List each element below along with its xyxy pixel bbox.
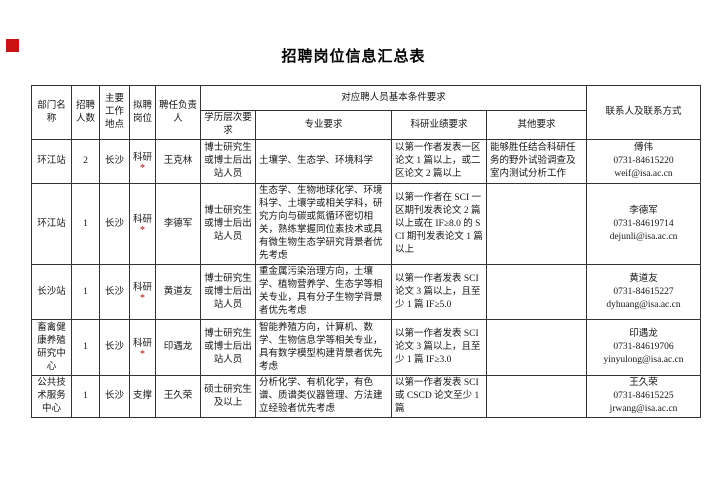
cell-location: 长沙	[99, 139, 130, 184]
cell-other	[485, 375, 588, 418]
contact-phone: 0731-84615227	[613, 286, 674, 297]
required-asterisk: *	[140, 225, 145, 236]
header-location: 主要工作地点	[99, 85, 130, 140]
contact-email: dejunli@isa.ac.cn	[609, 231, 678, 242]
position-label: 科研	[133, 215, 153, 225]
table-row: 畜禽健康养殖研究中心 1 长沙 科研 * 印遇龙 博士研究生或博士后出站人员 智能…	[31, 319, 702, 376]
header-education: 学历层次要求	[200, 110, 256, 140]
cell-education: 硕士研究生及以上	[200, 375, 256, 418]
cell-count: 1	[71, 319, 100, 376]
header-dept: 部门名称	[31, 85, 72, 140]
cell-research: 以第一作者发表 SCI 论文 3 篇以上，且至少 1 篇 IF≥3.0	[391, 319, 487, 376]
contact-phone: 0731-84619714	[613, 218, 674, 229]
table-row: 长沙站 1 长沙 科研 * 黄道友 博士研究生或博士后出站人员 重金属污染治理方向…	[31, 264, 702, 320]
header-leader: 聘任负责人	[155, 85, 201, 140]
cell-major: 生态学、生物地球化学、环境科学、土壤学或相关学科，研究方向与碳或氮循环密切相关，…	[255, 183, 392, 265]
contact-name: 印遇龙	[629, 329, 658, 339]
header-contact: 联系人及联系方式	[586, 85, 702, 140]
recruitment-table: 部门名称 招聘人数 主要工作地点 拟聘岗位 聘任负责人 对应聘人员基本条件要求 …	[31, 85, 702, 418]
contact-email: jrwang@isa.ac.cn	[609, 404, 678, 414]
contact-name: 王久荣	[629, 378, 658, 388]
cell-dept: 环江站	[31, 183, 72, 265]
cell-position: 科研 *	[129, 264, 156, 320]
cell-research: 以第一作者在 SCI 一区期刊发表论文 2 篇以上或在 IF≥8.0 的 SCI…	[391, 183, 487, 265]
cell-position: 科研 *	[129, 319, 156, 376]
cell-education: 博士研究生或博士后出站人员	[200, 183, 256, 265]
cell-count: 2	[71, 139, 100, 184]
contact-phone: 0731-84615225	[613, 391, 674, 401]
cell-other	[485, 264, 588, 320]
cell-contact: 李德军 0731-84619714 dejunli@isa.ac.cn	[586, 183, 702, 265]
header-row-2: 学历层次要求 专业要求 科研业绩要求 其他要求	[32, 110, 701, 140]
cell-location: 长沙	[99, 375, 130, 418]
contact-phone: 0731-84619706	[613, 342, 674, 352]
contact-email: dyhuang@isa.ac.cn	[606, 299, 681, 310]
cell-leader: 李德军	[155, 183, 201, 265]
cell-major: 分析化学、有机化学，有色谱、质谱类仪器管理、方法建立经验者优先考虑	[255, 375, 392, 418]
cell-leader: 黄道友	[155, 264, 201, 320]
page-title: 招聘岗位信息汇总表	[281, 47, 426, 65]
cell-education: 博士研究生或博士后出站人员	[200, 264, 256, 320]
cell-count: 1	[71, 264, 100, 320]
cell-dept: 公共技术服务中心	[31, 375, 72, 418]
header-other: 其他要求	[485, 110, 588, 140]
cell-position: 支撑	[129, 375, 156, 418]
cell-leader: 王克林	[155, 139, 201, 184]
cell-education: 博士研究生或博士后出站人员	[200, 319, 256, 376]
header-requirements-group: 对应聘人员基本条件要求	[199, 85, 588, 111]
table-row: 环江站 2 长沙 科研 * 王克林 博士研究生或博士后出站人员 土壤学、生态学、环…	[31, 139, 702, 184]
contact-name: 李德军	[629, 205, 658, 216]
header-major: 专业要求	[255, 110, 392, 140]
cell-dept: 畜禽健康养殖研究中心	[31, 319, 72, 376]
position-label: 科研	[133, 338, 153, 349]
position-label: 科研	[133, 283, 153, 293]
cell-research: 以第一作者发表 SCI 论文 3 篇以上，且至少 1 篇 IF≥5.0	[391, 264, 487, 320]
cell-research: 以第一作者发表 SCI 或 CSCD 论文至少 1 篇	[391, 375, 487, 418]
table-row: 环江站 1 长沙 科研 * 李德军 博士研究生或博士后出站人员 生态学、生物地球化…	[31, 183, 702, 265]
cell-location: 长沙	[99, 264, 130, 320]
cell-research: 以第一作者发表一区论文 1 篇以上，或二区论文 2 篇以上	[391, 139, 487, 184]
cell-education: 博士研究生或博士后出站人员	[200, 139, 256, 184]
cell-location: 长沙	[99, 319, 130, 376]
required-asterisk: *	[140, 162, 145, 174]
cell-dept: 长沙站	[31, 264, 72, 320]
cell-dept: 环江站	[31, 139, 72, 184]
header-position: 拟聘岗位	[129, 85, 156, 140]
table-row: 公共技术服务中心 1 长沙 支撑 王久荣 硕士研究生及以上 分析化学、有机化学，…	[31, 375, 702, 418]
cell-position: 科研 *	[129, 183, 156, 265]
contact-name: 傅伟	[634, 143, 654, 153]
cell-count: 1	[71, 375, 100, 418]
cell-other: 能够胜任结合科研任务的野外试验调查及室内测试分析工作	[485, 139, 588, 184]
contact-email: weif@isa.ac.cn	[614, 169, 673, 179]
cell-leader: 印遇龙	[155, 319, 201, 376]
contact-email: yinyulong@isa.ac.cn	[603, 355, 684, 365]
cell-position: 科研 *	[129, 139, 156, 184]
cell-other	[485, 319, 588, 376]
header-row-1: 部门名称 招聘人数 主要工作地点 拟聘岗位 聘任负责人 对应聘人员基本条件要求 …	[31, 85, 702, 140]
position-label: 支撑	[133, 391, 153, 401]
cell-location: 长沙	[99, 183, 130, 265]
cell-count: 1	[71, 183, 100, 265]
position-label: 科研	[133, 152, 153, 163]
cell-contact: 黄道友 0731-84615227 dyhuang@isa.ac.cn	[586, 264, 702, 320]
contact-name: 黄道友	[629, 273, 658, 284]
cell-major: 智能养殖方向，计算机、数学、生物信息学等相关专业，具有数学模型构建背景者优先考虑	[255, 319, 392, 376]
required-asterisk: *	[140, 348, 145, 360]
header-research: 科研业绩要求	[391, 110, 487, 140]
cell-leader: 王久荣	[155, 375, 201, 418]
cell-major: 土壤学、生态学、环境科学	[255, 139, 392, 184]
cell-other	[485, 183, 588, 265]
red-corner-marker	[6, 39, 19, 52]
contact-phone: 0731-84615220	[613, 156, 674, 166]
cell-contact: 傅伟 0731-84615220 weif@isa.ac.cn	[586, 139, 702, 184]
cell-contact: 王久荣 0731-84615225 jrwang@isa.ac.cn	[586, 375, 702, 418]
header-count: 招聘人数	[71, 85, 100, 140]
required-asterisk: *	[140, 293, 145, 304]
cell-major: 重金属污染治理方向，土壤学、植物营养学、生态学等相关专业，具有分子生物学背景者优…	[255, 264, 392, 320]
cell-contact: 印遇龙 0731-84619706 yinyulong@isa.ac.cn	[586, 319, 702, 376]
